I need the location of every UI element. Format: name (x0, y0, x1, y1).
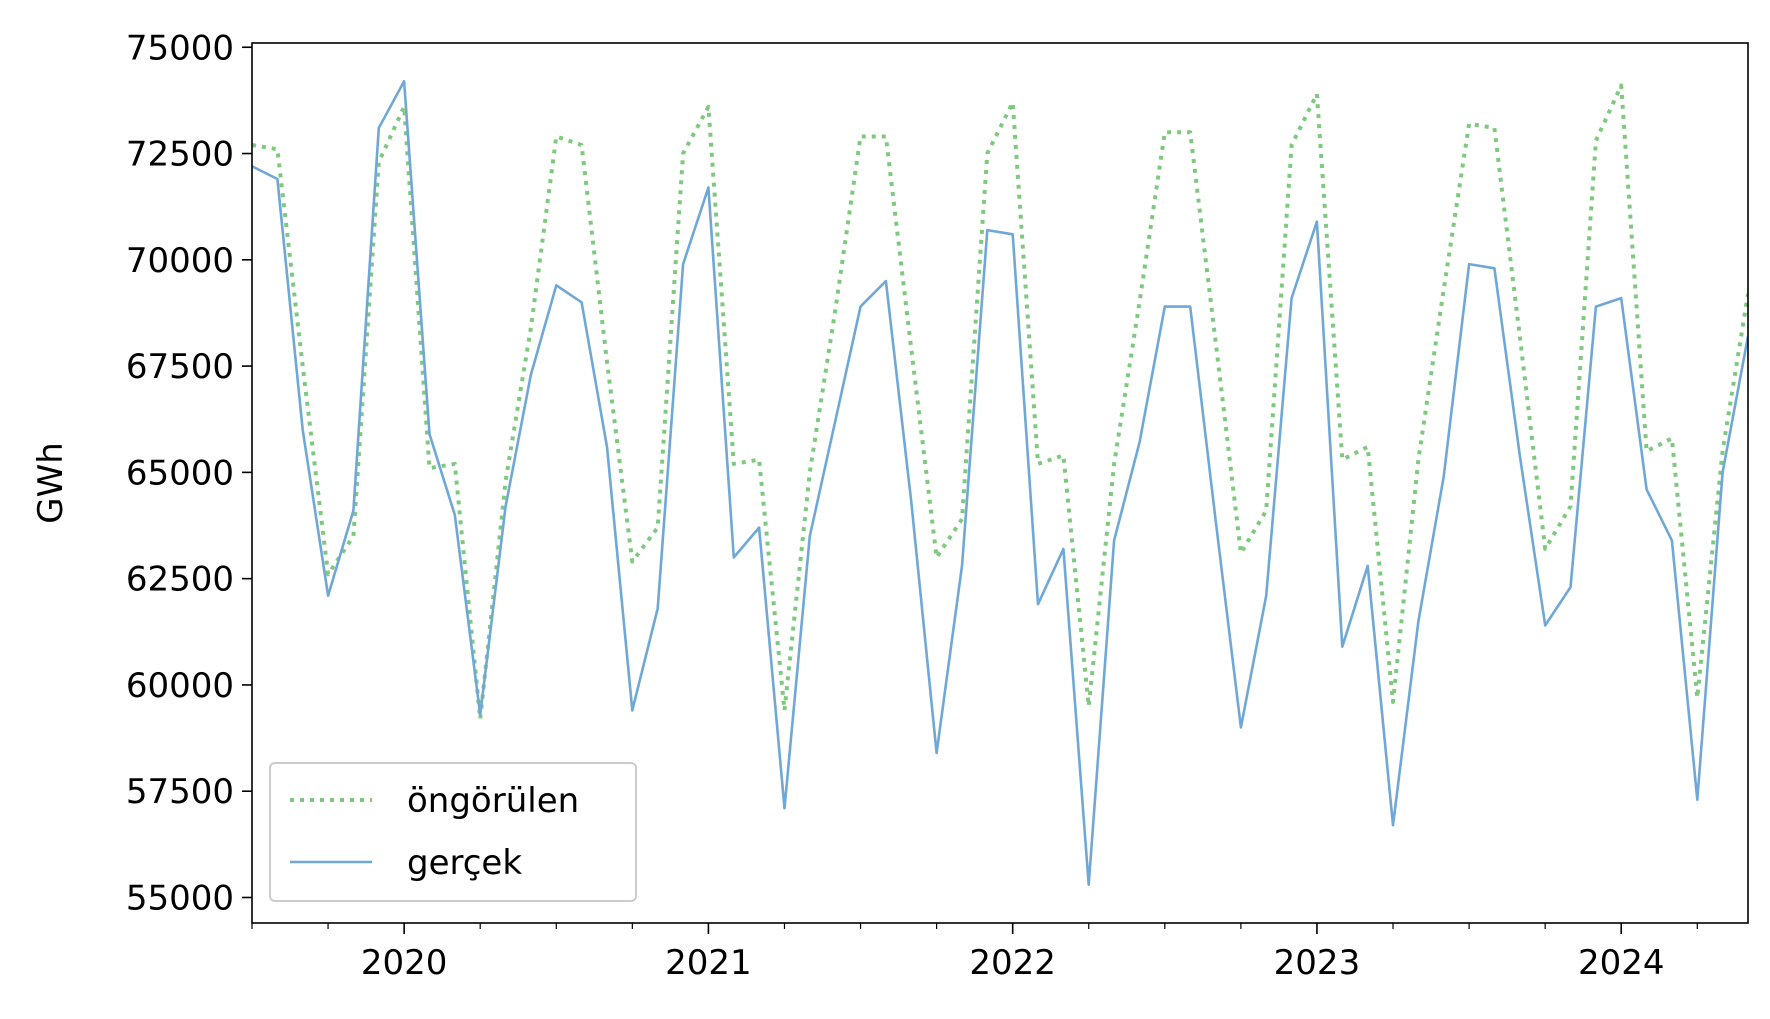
series-line-gercek (252, 80, 1748, 887)
y-tick-label: 62500 (126, 560, 234, 600)
legend-label-gercek: gerçek (407, 843, 522, 883)
legend-label-ongorulen: öngörülen (407, 781, 579, 821)
x-axis: 2020 2021 2022 2023 2024 (251, 923, 1698, 983)
y-tick-label: 75000 (126, 28, 234, 68)
legend: öngörülen gerçek (269, 762, 637, 902)
y-axis: 55000 57500 60000 62500 65000 67500 70000 72500… (126, 28, 252, 918)
plot-frame (251, 42, 1749, 924)
y-axis-label: GWh (31, 442, 71, 524)
y-tick-label: 60000 (126, 666, 234, 706)
y-tick-label: 67500 (126, 347, 234, 387)
x-tick-label: 2022 (969, 943, 1056, 983)
x-tick-label: 2020 (361, 943, 448, 983)
legend-box (269, 762, 637, 902)
series-layer (252, 80, 1748, 887)
x-tick-label: 2023 (1274, 943, 1361, 983)
y-tick-label: 72500 (126, 135, 234, 175)
y-tick-label: 55000 (126, 878, 234, 918)
y-tick-label: 70000 (126, 241, 234, 281)
x-tick-label: 2021 (665, 943, 752, 983)
y-tick-label: 57500 (126, 772, 234, 812)
y-tick-label: 65000 (126, 453, 234, 493)
x-tick-label: 2024 (1578, 943, 1665, 983)
